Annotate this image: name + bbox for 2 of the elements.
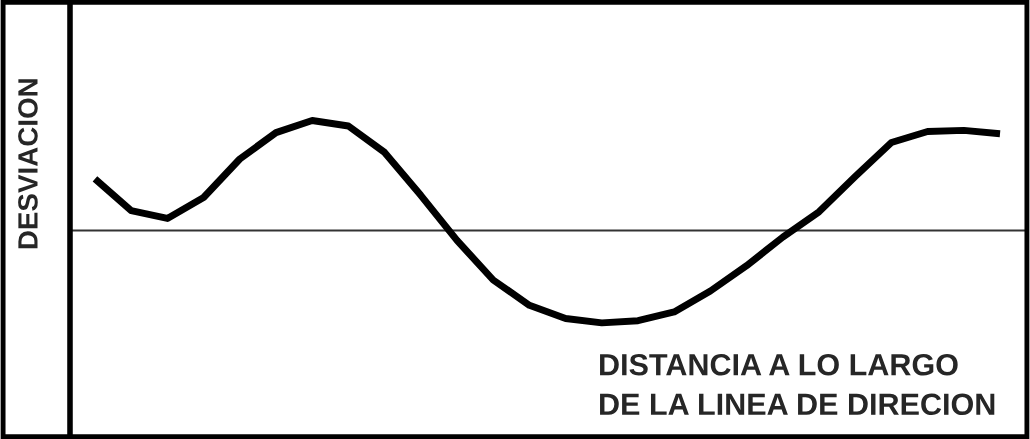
x-axis-title: DISTANCIA A LO LARGO DE LA LINEA DE DIRECION [600, 353, 995, 416]
y-axis-title: DESVIACION [18, 79, 38, 249]
